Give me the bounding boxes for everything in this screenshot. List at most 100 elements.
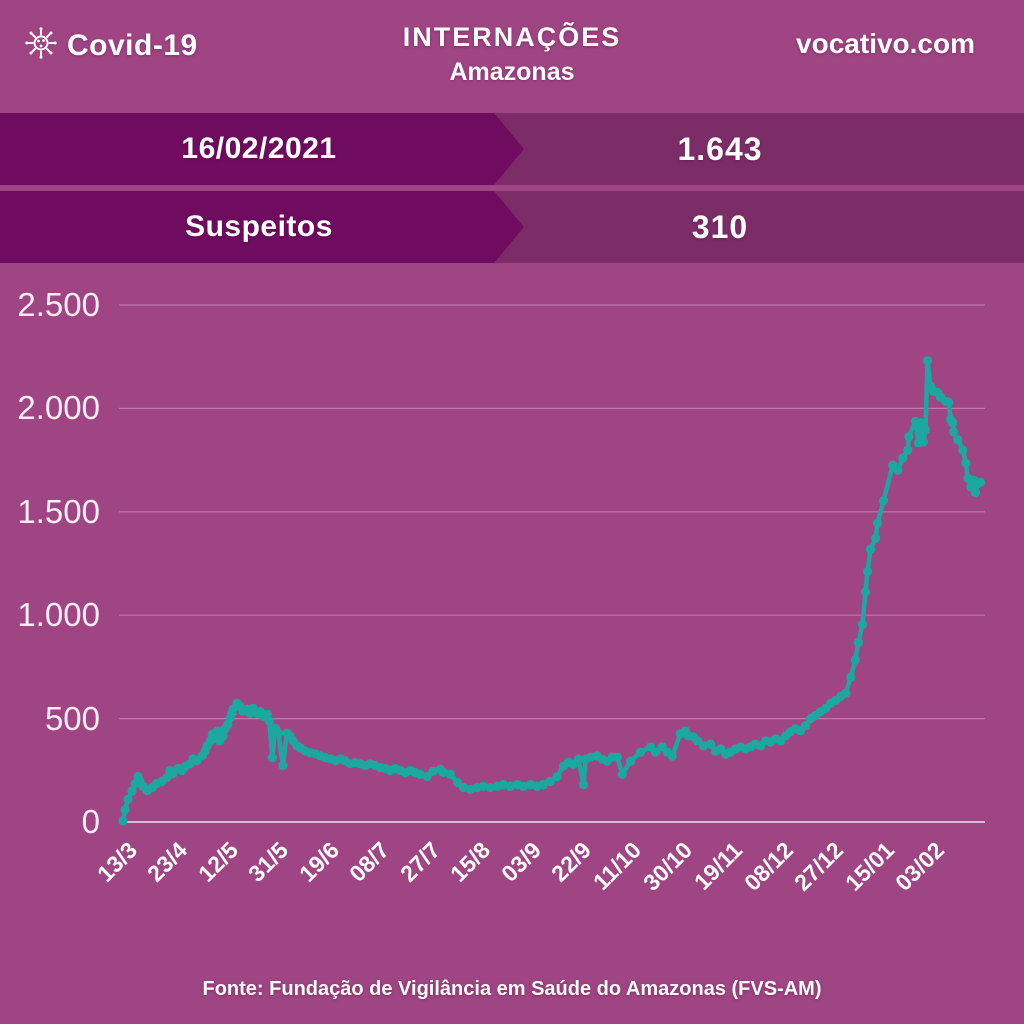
data-point-marker [699, 741, 709, 751]
data-point-marker [385, 765, 395, 776]
data-point-marker [273, 728, 283, 738]
data-point-marker [518, 781, 529, 792]
report-date-label: 16/02/2021 [181, 132, 337, 165]
data-point-marker [390, 764, 400, 774]
data-point-marker [258, 711, 268, 721]
data-point-marker [781, 731, 791, 741]
y-axis-label: 2.500 [17, 286, 100, 323]
data-point-marker [438, 767, 448, 778]
data-point-marker [400, 768, 411, 778]
data-point-marker [120, 805, 130, 815]
data-point-marker [340, 756, 350, 766]
data-point-marker [953, 435, 963, 445]
data-point-marker [879, 496, 889, 506]
data-point-marker [920, 425, 931, 435]
data-point-marker [465, 784, 476, 795]
data-point-marker [492, 781, 502, 792]
data-point-marker [966, 482, 976, 492]
suspected-value: 310 [691, 208, 749, 245]
data-point-marker [267, 753, 277, 763]
data-point-marker [197, 751, 207, 761]
data-point-marker [961, 458, 971, 468]
data-point-marker [200, 746, 210, 756]
data-point-marker [816, 707, 826, 717]
data-point-marker [365, 759, 375, 769]
data-point-marker [646, 742, 656, 752]
virus-icon [24, 26, 58, 65]
data-point-marker [485, 782, 495, 793]
data-point-marker [157, 776, 167, 787]
data-point-marker [853, 637, 864, 648]
data-point-marker [958, 445, 968, 455]
data-point-marker [242, 704, 252, 714]
data-point-marker [162, 772, 172, 783]
data-point-marker [248, 703, 258, 713]
data-point-marker [612, 752, 622, 762]
data-point-marker [360, 760, 370, 771]
data-point-marker [761, 736, 771, 746]
data-point-marker [173, 764, 183, 774]
banner-value-band: 1.643 [468, 113, 1024, 185]
data-point-marker [152, 778, 162, 789]
data-point-marker [552, 771, 562, 782]
hospitalizations-line [120, 358, 983, 824]
data-point-marker [745, 742, 756, 752]
data-point-marker [826, 698, 836, 708]
data-point-marker [238, 706, 248, 717]
data-point-marker [325, 754, 335, 764]
data-point-marker [380, 764, 390, 774]
data-point-marker [925, 381, 936, 391]
data-point-marker [607, 752, 617, 762]
data-point-marker [165, 765, 175, 776]
y-axis-label: 0 [81, 803, 100, 840]
data-point-marker [185, 759, 195, 769]
data-point-marker [310, 749, 320, 759]
data-point-marker [862, 567, 873, 577]
data-point-marker [458, 782, 469, 793]
data-point-marker [545, 776, 555, 787]
data-point-marker [350, 758, 360, 768]
data-point-marker [860, 587, 871, 597]
data-point-marker [168, 769, 178, 779]
data-point-marker [262, 709, 272, 719]
data-point-marker [188, 754, 198, 764]
data-point-marker [918, 437, 929, 447]
data-point-marker [505, 781, 515, 792]
data-point-marker [264, 716, 274, 726]
data-point-marker [888, 460, 898, 470]
data-point-marker [766, 737, 776, 747]
data-point-marker [651, 747, 661, 757]
y-axis-label: 2.000 [17, 389, 100, 427]
data-point-marker [415, 769, 425, 780]
data-point-marker [904, 432, 914, 442]
data-point-marker [212, 726, 222, 736]
data-point-marker [871, 533, 881, 543]
data-point-marker [903, 445, 913, 455]
data-point-marker [821, 703, 831, 714]
data-point-marker [683, 731, 694, 741]
title-block: INTERNAÇÕES Amazonas [0, 21, 1024, 87]
data-point-marker [130, 779, 140, 789]
data-point-marker [680, 726, 691, 736]
brand-label: Covid-19 [67, 28, 198, 62]
data-point-marker [725, 747, 735, 757]
data-point-marker [472, 782, 482, 793]
data-point-marker [800, 721, 811, 731]
data-point-marker [929, 386, 939, 396]
data-point-marker [232, 698, 242, 708]
data-point-marker [558, 761, 568, 771]
data-point-marker [831, 695, 841, 706]
data-point-marker [127, 786, 137, 796]
data-point-marker [975, 477, 986, 487]
data-point-marker [320, 753, 330, 763]
data-point-marker [846, 672, 856, 682]
data-point-marker [865, 544, 876, 554]
data-point-marker [941, 396, 951, 406]
data-point-marker [915, 418, 926, 428]
data-point-marker [512, 780, 523, 790]
data-point-marker [410, 768, 420, 778]
data-point-marker [538, 780, 548, 790]
banner-value-band: 310 [468, 191, 1024, 263]
data-point-marker [946, 415, 956, 425]
